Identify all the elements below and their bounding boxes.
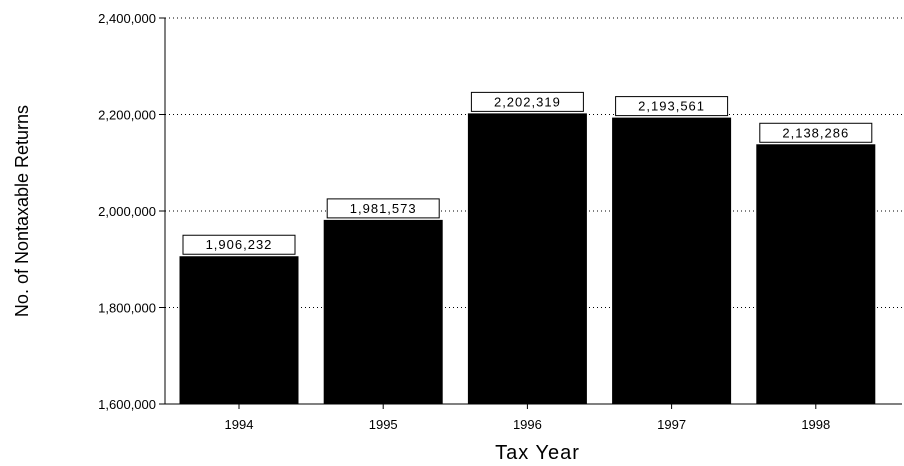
x-ticks: 1994 1995 1996 1997 1998 (225, 404, 830, 432)
x-axis-title: Tax Year (495, 442, 580, 464)
y-tick-label: 2,000,000 (98, 204, 156, 219)
x-tick-label: 1994 (225, 417, 254, 432)
x-tick-label: 1998 (801, 417, 830, 432)
y-tick-label: 1,600,000 (98, 397, 156, 412)
y-ticks: 1,600,000 1,800,000 2,000,000 2,200,000 2,40… (98, 11, 165, 412)
data-labels: 1,906,232 1,981,573 2,202,319 2,193,561 2,13… (182, 91, 873, 255)
y-axis-title: No. of Nontaxable Returns (12, 105, 32, 317)
data-label: 2,202,319 (494, 94, 561, 109)
y-tick-label: 2,200,000 (98, 108, 156, 123)
bar-1998 (756, 144, 876, 404)
x-tick-label: 1996 (513, 417, 542, 432)
bars (179, 113, 876, 405)
data-label-box (182, 234, 296, 255)
data-label: 2,193,561 (638, 99, 705, 114)
bar-1997 (612, 117, 732, 405)
data-label: 1,906,232 (206, 237, 273, 252)
y-tick-label: 1,800,000 (98, 301, 156, 316)
data-label-box (470, 91, 584, 112)
y-tick-label: 2,400,000 (98, 11, 156, 26)
x-tick-label: 1995 (369, 417, 398, 432)
data-label-box (615, 96, 729, 117)
data-label-box (759, 122, 873, 143)
bar-1994 (179, 256, 299, 404)
data-label-box (326, 198, 440, 219)
data-label: 1,981,573 (350, 201, 417, 216)
data-label: 2,138,286 (782, 125, 849, 140)
bar-1996 (467, 113, 587, 405)
x-tick-label: 1997 (657, 417, 686, 432)
bar-1995 (323, 219, 443, 404)
